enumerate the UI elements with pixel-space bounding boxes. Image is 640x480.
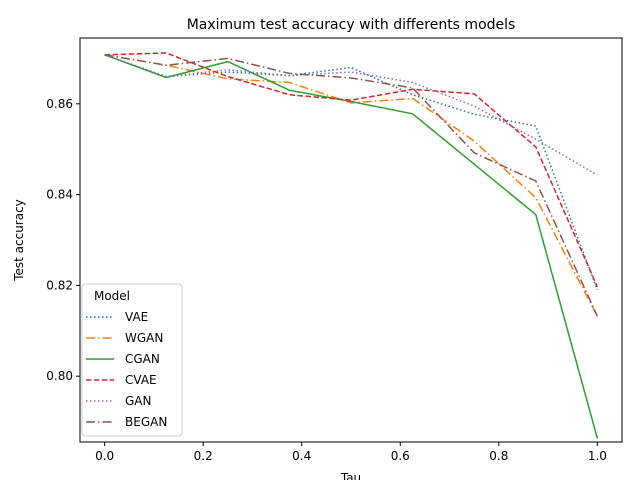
series-line-began bbox=[104, 54, 599, 317]
x-axis-label: Tau bbox=[340, 471, 361, 480]
plot-frame bbox=[79, 37, 623, 443]
x-tick-label: 0.0 bbox=[95, 449, 114, 463]
y-tick-label: 0.86 bbox=[46, 97, 73, 111]
legend-label: WGAN bbox=[125, 331, 163, 345]
series-line-wgan bbox=[104, 54, 599, 317]
y-tick-label: 0.80 bbox=[46, 369, 73, 383]
x-tick-label: 0.8 bbox=[489, 449, 508, 463]
y-tick-label: 0.84 bbox=[46, 188, 73, 202]
legend-label: GAN bbox=[125, 394, 151, 408]
legend-box bbox=[81, 283, 183, 437]
chart-title: Maximum test accuracy with differents mo… bbox=[187, 17, 516, 33]
legend-label: CVAE bbox=[125, 373, 157, 387]
series-line-cgan bbox=[104, 54, 599, 439]
y-tick-label: 0.82 bbox=[46, 278, 73, 292]
legend-label: VAE bbox=[125, 310, 148, 324]
legend: Model VAE WGAN CGAN CVAE GAN BEGAN bbox=[81, 283, 183, 437]
series-layer bbox=[104, 52, 599, 439]
x-tick-label: 0.6 bbox=[391, 449, 410, 463]
x-tick-label: 1.0 bbox=[588, 449, 607, 463]
series-line-vae bbox=[104, 54, 599, 291]
series-line-cvae bbox=[104, 52, 599, 288]
y-axis-label: Test accuracy bbox=[12, 199, 26, 282]
legend-label: CGAN bbox=[125, 352, 160, 366]
legend-title: Model bbox=[94, 289, 130, 303]
axes-layer: 0.0 0.2 0.4 0.6 0.8 1.0 0.80 0.82 0.84 0.86 bbox=[46, 97, 607, 463]
legend-label: BEGAN bbox=[125, 415, 167, 429]
x-tick-label: 0.4 bbox=[292, 449, 311, 463]
x-tick-label: 0.2 bbox=[194, 449, 213, 463]
